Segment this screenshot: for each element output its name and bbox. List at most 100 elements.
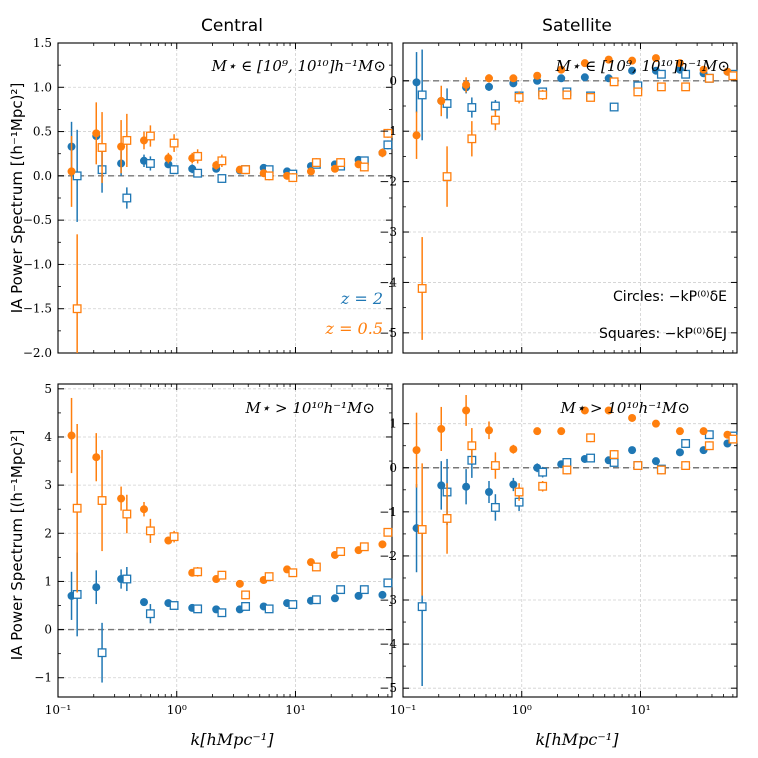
y-tick-label: 0.5 — [33, 125, 52, 139]
data-point-circle — [484, 74, 493, 83]
data-point-circle — [628, 66, 637, 75]
data-point-circle — [699, 427, 708, 436]
x-tick-label: 10⁰ — [512, 703, 532, 717]
x-axis-label-right: k[hMpc⁻¹] — [536, 730, 620, 749]
y-axis-label-top: IA Power Spectrum [(h⁻¹Mpc)²] — [8, 83, 26, 314]
data-point-square — [562, 458, 572, 467]
data-point-square — [97, 143, 107, 152]
data-point-circle — [675, 427, 684, 436]
data-point-square — [359, 162, 369, 172]
data-point-circle — [533, 427, 542, 436]
y-tick-label: −1.0 — [23, 257, 52, 271]
panel-satellite-high-mass: −5 −4 −3 −2 −1 0 1 10⁻¹ 10⁰ 10¹ — [379, 383, 738, 717]
data-point-square — [728, 71, 738, 81]
panel-central-low-mass: −2.0 −1.5 −1.0 −0.5 0.0 0.5 1.0 1.5 — [23, 36, 393, 360]
y-axis-label-bottom: IA Power Spectrum [(h⁻¹Mpc)²] — [8, 430, 26, 661]
x-tick-label: 10⁰ — [167, 703, 187, 717]
y-tick-label: 2 — [44, 526, 52, 540]
data-point-square — [264, 572, 274, 582]
data-point-circle — [651, 419, 660, 428]
data-point-square — [288, 173, 298, 183]
data-point-square — [656, 465, 666, 475]
data-point-square — [586, 433, 596, 443]
data-point-square — [145, 159, 155, 168]
x-tick-label: 10⁻¹ — [45, 703, 71, 717]
data-point-square — [97, 496, 107, 505]
data-point-circle — [92, 453, 101, 462]
data-point-circle — [557, 65, 566, 74]
data-point-square — [417, 90, 427, 100]
column-title-central: Central — [201, 16, 263, 36]
data-point-circle — [484, 488, 493, 497]
data-point-circle — [580, 73, 589, 82]
data-point-square — [704, 441, 714, 451]
data-point-square — [417, 602, 427, 612]
data-point-square — [467, 103, 477, 112]
data-point-circle — [509, 74, 518, 83]
data-point-square — [193, 567, 203, 577]
data-point-circle — [306, 167, 315, 176]
data-point-circle — [92, 583, 101, 592]
data-point-square — [538, 90, 548, 100]
data-point-square — [145, 609, 155, 619]
y-tick-label: −2.0 — [23, 346, 52, 360]
data-point-square — [681, 82, 691, 92]
data-point-square — [193, 604, 203, 614]
y-tick-label: −5 — [379, 326, 397, 340]
y-tick-label: 0 — [389, 461, 397, 475]
y-tick-label: 1 — [44, 574, 52, 588]
column-title-satellite: Satellite — [542, 16, 612, 36]
data-point-square — [383, 140, 393, 150]
data-point-circle — [462, 482, 471, 491]
data-point-square — [72, 171, 82, 181]
legend-z2: z = 2 — [340, 289, 383, 308]
data-point-square — [490, 115, 500, 125]
data-point-square — [514, 92, 524, 102]
data-point-square — [264, 171, 274, 181]
data-point-circle — [139, 598, 148, 607]
data-point-circle — [330, 594, 339, 603]
data-point-circle — [509, 445, 518, 454]
data-point-square — [311, 158, 321, 168]
y-tick-label: 4 — [44, 430, 52, 444]
data-point-circle — [412, 78, 421, 87]
data-point-circle — [378, 590, 387, 599]
data-point-square — [288, 568, 298, 578]
data-point-square — [72, 304, 82, 314]
data-point-square — [442, 172, 452, 182]
mass-annotation-central-high: M⋆ > 10¹⁰h⁻¹M⊙ — [245, 399, 376, 417]
y-tick-label: −0.5 — [23, 213, 52, 227]
y-tick-label: −1 — [379, 124, 397, 138]
data-point-circle — [557, 427, 566, 436]
y-tick-label: −2 — [379, 549, 397, 563]
data-point-square — [241, 602, 251, 611]
data-point-square — [169, 601, 179, 610]
data-point-square — [383, 128, 393, 138]
data-point-square — [122, 135, 132, 145]
data-point-square — [122, 574, 132, 584]
data-point-square — [359, 542, 369, 552]
data-point-circle — [437, 481, 446, 490]
y-tick-label: 3 — [44, 478, 52, 492]
data-point-square — [241, 165, 251, 175]
data-point-square — [217, 608, 227, 618]
data-point-circle — [651, 457, 660, 466]
y-tick-label: 0 — [389, 74, 397, 88]
data-point-circle — [437, 424, 446, 433]
data-point-square — [586, 92, 596, 102]
data-point-circle — [699, 65, 708, 74]
data-point-square — [609, 102, 619, 112]
data-point-circle — [462, 80, 471, 89]
data-point-circle — [437, 96, 446, 105]
data-point-square — [681, 439, 691, 448]
data-point-circle — [67, 431, 76, 440]
data-point-square — [562, 465, 572, 475]
y-tick-label: 5 — [44, 382, 52, 396]
data-point-square — [586, 453, 596, 463]
data-point-square — [417, 284, 427, 293]
data-point-circle — [628, 56, 637, 65]
x-tick-label: 10⁻¹ — [390, 703, 416, 717]
data-point-circle — [533, 71, 542, 80]
data-point-circle — [92, 129, 101, 138]
